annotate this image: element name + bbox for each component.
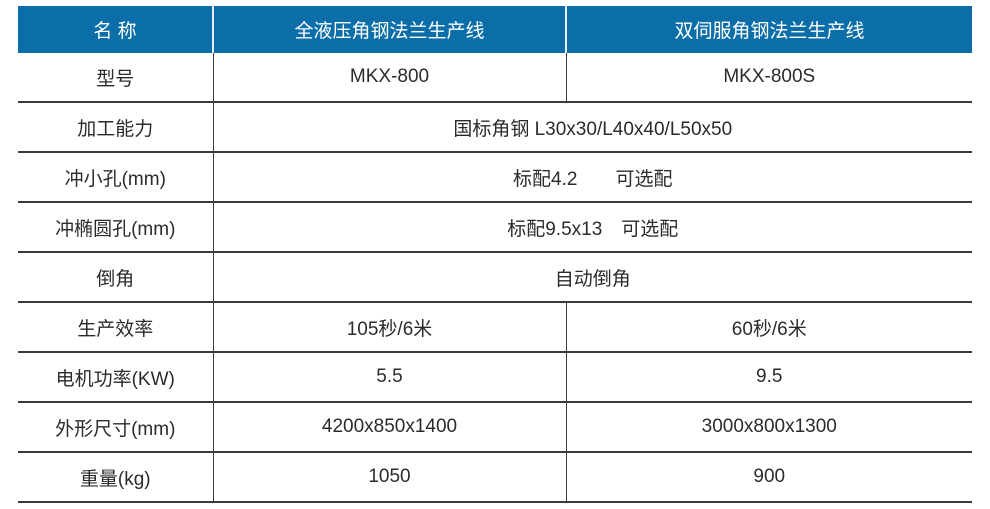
header-name: 名 称: [18, 6, 214, 53]
cell-a: 105秒/6米: [213, 302, 567, 353]
row-label: 生产效率: [18, 302, 214, 353]
row-label: 倒角: [18, 252, 214, 303]
row-label: 加工能力: [18, 102, 214, 153]
table-row: 冲小孔(mm) 标配4.2 可选配: [18, 152, 972, 203]
cell-a: MKX-800: [213, 53, 567, 103]
header-model-b: 双伺服角钢法兰生产线: [566, 6, 972, 53]
table-row: 生产效率 105秒/6米 60秒/6米: [18, 302, 972, 353]
cell-a: 4200x850x1400: [213, 402, 567, 453]
cell-span: 标配9.5x13 可选配: [213, 202, 972, 253]
cell-span: 自动倒角: [213, 252, 972, 303]
header-model-a: 全液压角钢法兰生产线: [213, 6, 567, 53]
row-label: 重量(kg): [18, 452, 214, 503]
row-label: 型号: [18, 53, 214, 103]
table-row: 电机功率(KW) 5.5 9.5: [18, 352, 972, 403]
row-label: 电机功率(KW): [18, 352, 214, 403]
row-label: 外形尺寸(mm): [18, 402, 214, 453]
cell-b: MKX-800S: [566, 53, 972, 103]
spec-table: 名 称 全液压角钢法兰生产线 双伺服角钢法兰生产线 型号 MKX-800 MKX…: [18, 6, 972, 503]
table-row: 重量(kg) 1050 900: [18, 452, 972, 503]
row-label: 冲小孔(mm): [18, 152, 214, 203]
table-row: 倒角 自动倒角: [18, 252, 972, 303]
table-row: 加工能力 国标角钢 L30x30/L40x40/L50x50: [18, 102, 972, 153]
cell-b: 900: [566, 452, 972, 503]
cell-b: 60秒/6米: [566, 302, 972, 353]
row-label: 冲椭圆孔(mm): [18, 202, 214, 253]
table-row: 外形尺寸(mm) 4200x850x1400 3000x800x1300: [18, 402, 972, 453]
cell-b: 3000x800x1300: [566, 402, 972, 453]
table-row: 型号 MKX-800 MKX-800S: [18, 53, 972, 103]
table-row: 冲椭圆孔(mm) 标配9.5x13 可选配: [18, 202, 972, 253]
cell-a: 5.5: [213, 352, 567, 403]
header-row: 名 称 全液压角钢法兰生产线 双伺服角钢法兰生产线: [18, 6, 972, 53]
cell-span: 国标角钢 L30x30/L40x40/L50x50: [213, 102, 972, 153]
cell-a: 1050: [213, 452, 567, 503]
cell-span: 标配4.2 可选配: [213, 152, 972, 203]
cell-b: 9.5: [566, 352, 972, 403]
